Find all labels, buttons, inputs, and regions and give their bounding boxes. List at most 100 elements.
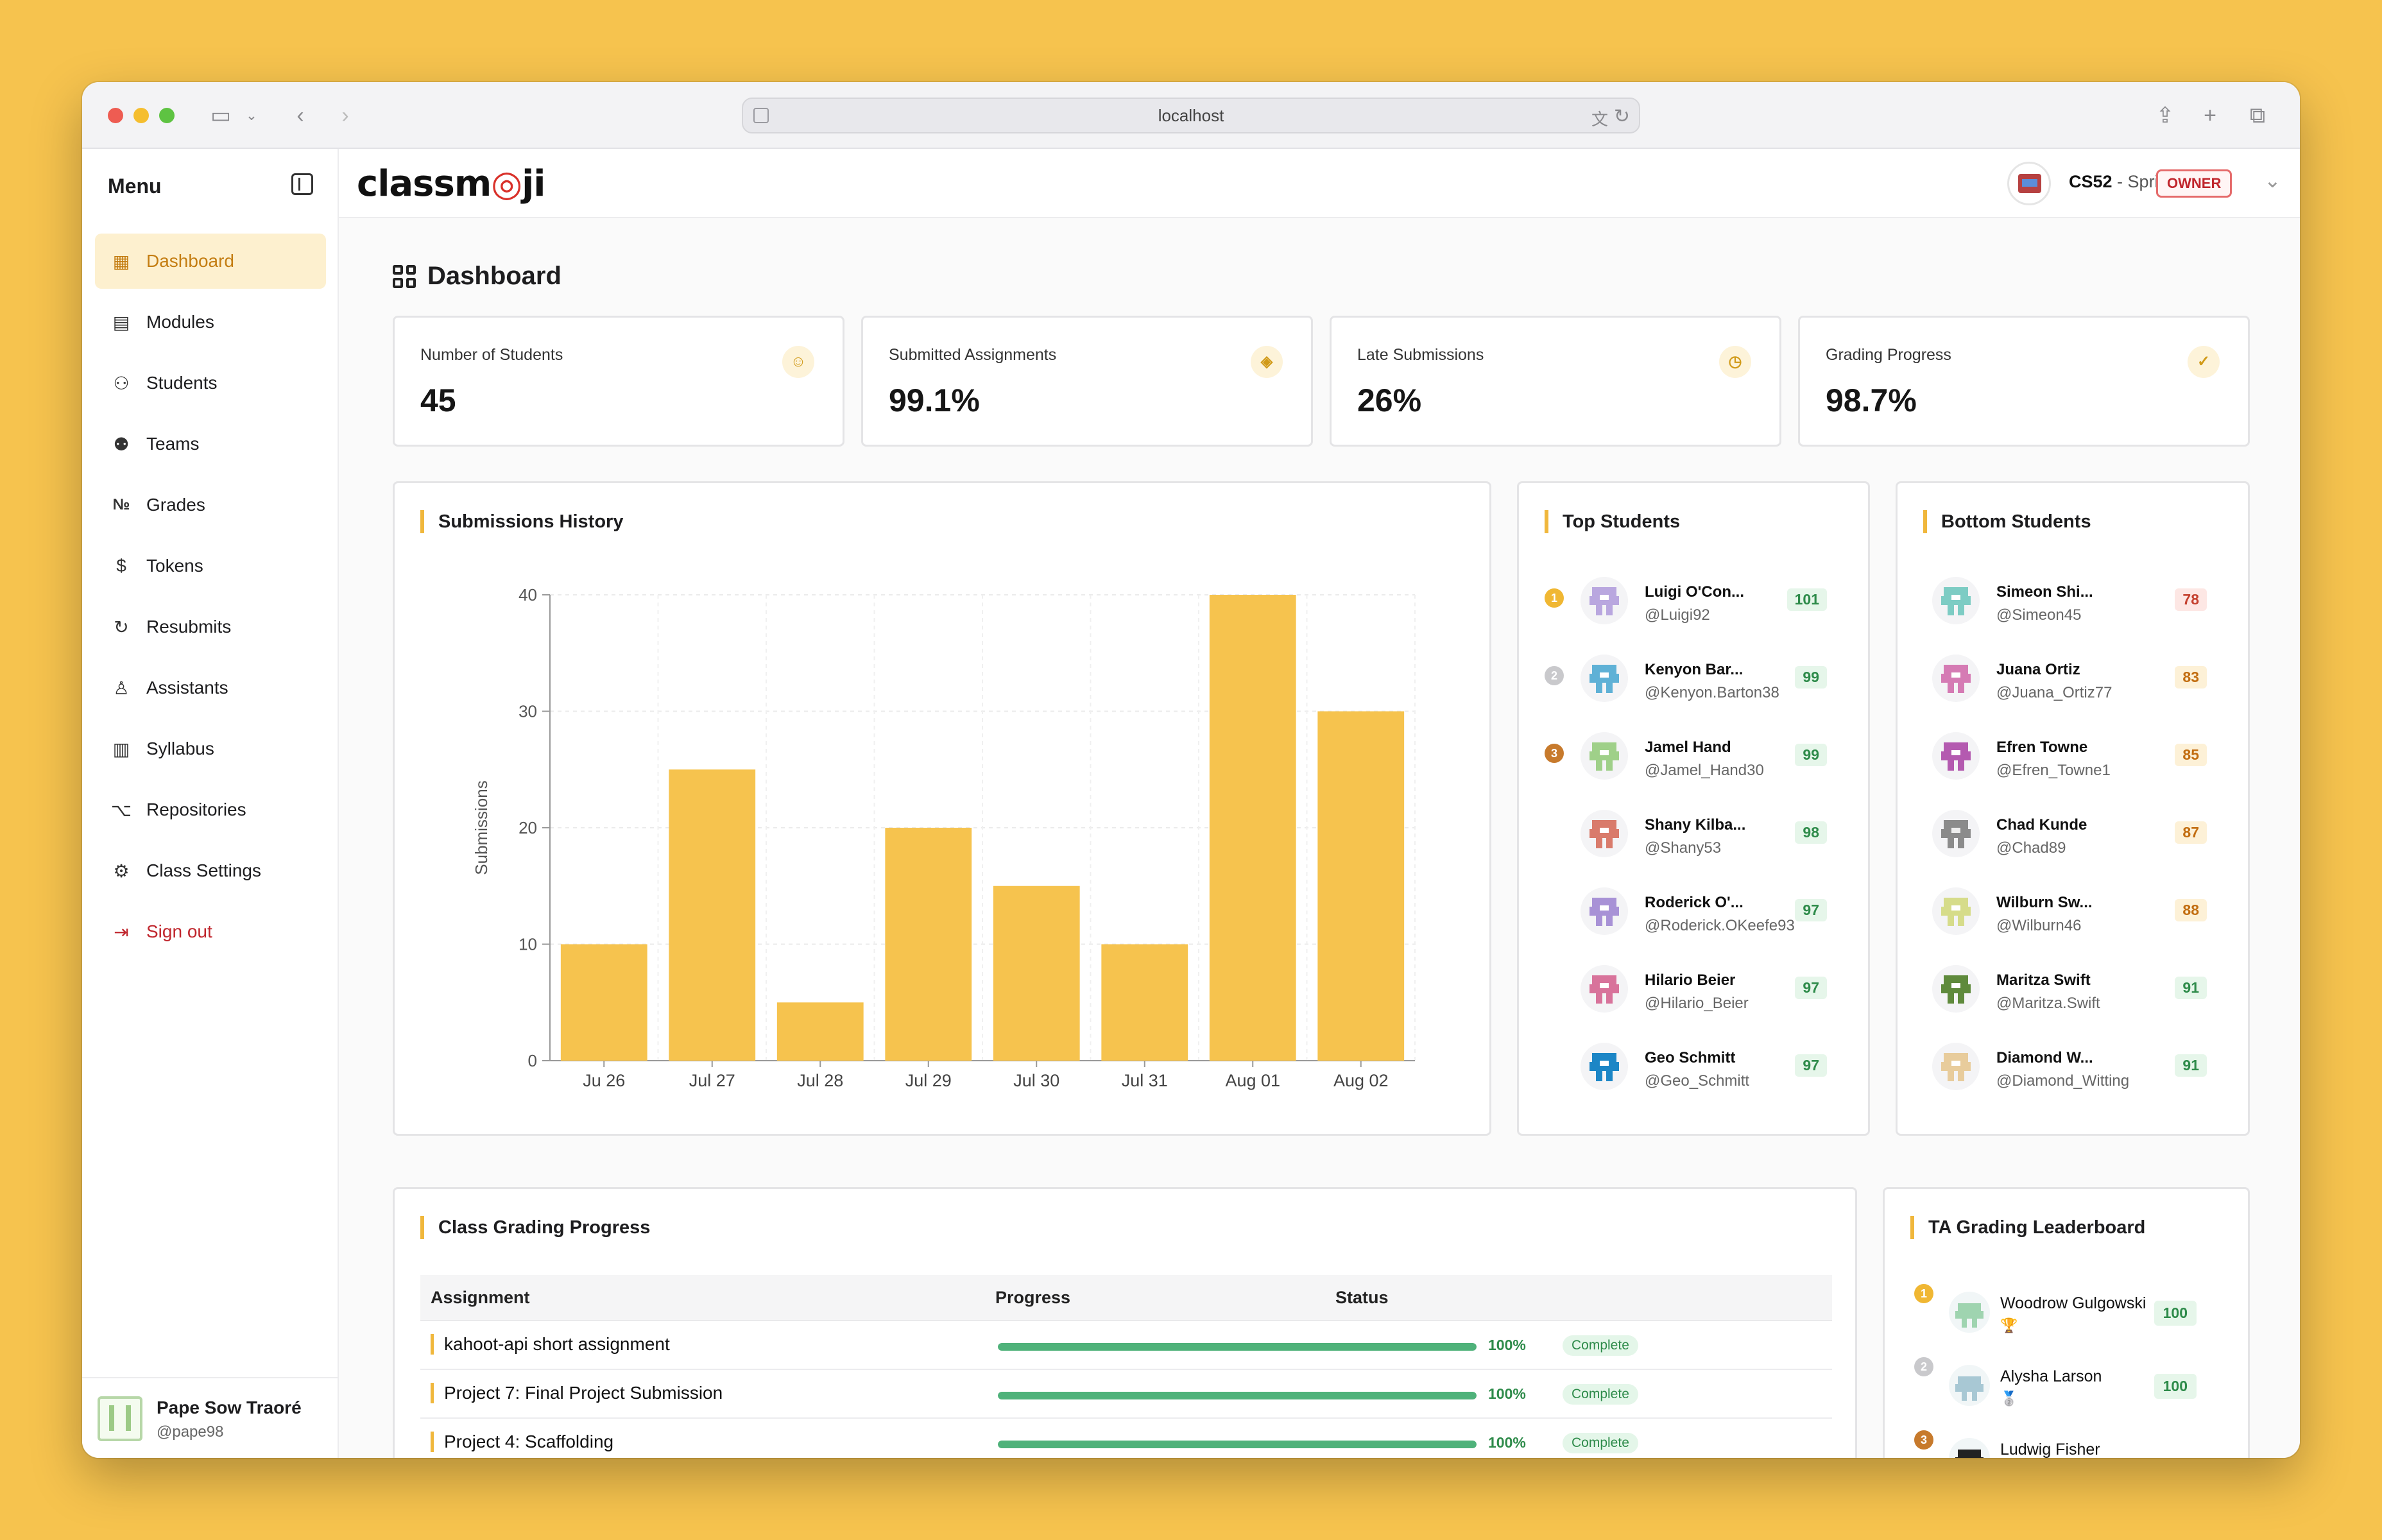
- student-row[interactable]: Efren Towne @Efren_Towne1 85: [1923, 722, 2222, 786]
- sidebar-item-label: Class Settings: [146, 860, 261, 880]
- sidebar-item-assistants[interactable]: ♙ Assistants: [95, 660, 326, 715]
- tab-overview-icon[interactable]: ⧉: [2249, 103, 2266, 128]
- numero-icon: №: [112, 496, 130, 513]
- forward-arrow-icon[interactable]: ›: [341, 103, 349, 128]
- sidebar-item-students[interactable]: ⚇ Students: [95, 355, 326, 411]
- collapse-sidebar-icon[interactable]: [291, 173, 313, 195]
- student-name: Juana Ortiz: [1996, 661, 2080, 678]
- avatar: [1932, 887, 1980, 935]
- zoom-window-button[interactable]: [159, 108, 175, 123]
- ta-row[interactable]: 1 Woodrow Gulgowski 🏆 100: [1910, 1279, 2222, 1351]
- student-row[interactable]: Diamond W... @Diamond_Witting 91: [1923, 1032, 2222, 1097]
- dollar-coin-icon: $: [116, 556, 126, 576]
- sidebar-item-class-settings[interactable]: ⚙ Class Settings: [95, 843, 326, 898]
- sidebar-toggle-icon[interactable]: ▭: [210, 103, 232, 128]
- avatar: [1932, 965, 1980, 1013]
- status-badge: Complete: [1563, 1384, 1638, 1405]
- student-handle: @Efren_Towne1: [1996, 762, 2111, 779]
- close-window-button[interactable]: [108, 108, 123, 123]
- student-handle: @Maritza.Swift: [1996, 995, 2100, 1012]
- app-logo[interactable]: classm◎ji: [357, 163, 545, 205]
- sidebar-item-modules[interactable]: ▤ Modules: [95, 295, 326, 350]
- sidebar-item-syllabus[interactable]: ▥ Syllabus: [95, 721, 326, 776]
- student-row[interactable]: Shany Kilba... @Shany53 98: [1545, 800, 1842, 864]
- translate-icon[interactable]: 文: [1591, 110, 1608, 129]
- bar-jul-30: [993, 886, 1080, 1061]
- student-row[interactable]: Chad Kunde @Chad89 87: [1923, 800, 2222, 864]
- student-name: Jamel Hand: [1645, 739, 1731, 756]
- student-row[interactable]: 3 Jamel Hand @Jamel_Hand30 99: [1545, 722, 1842, 786]
- x-tick-label: Jul 28: [797, 1071, 843, 1090]
- chevron-down-icon[interactable]: ⌄: [245, 107, 258, 123]
- student-row[interactable]: 1 Luigi O'Con... @Luigi92 101: [1545, 567, 1842, 631]
- class-avatar[interactable]: [2007, 162, 2051, 205]
- avatar: [1949, 1365, 1990, 1406]
- score-badge: 97: [1795, 977, 1827, 999]
- sidebar-item-label: Syllabus: [146, 739, 214, 758]
- share-icon[interactable]: ⇪: [2155, 103, 2175, 128]
- diamond-arrow-icon: ◈: [1251, 346, 1283, 378]
- y-tick-label: 30: [518, 702, 537, 721]
- avatar: [1932, 810, 1980, 857]
- y-axis-label: Submissions: [472, 780, 491, 875]
- student-name: Shany Kilba...: [1645, 816, 1746, 834]
- site-info-icon[interactable]: [753, 108, 769, 123]
- ta-row[interactable]: 3 Ludwig Fisher: [1910, 1425, 2222, 1458]
- user-handle: @pape98: [157, 1423, 224, 1441]
- bar-aug-02: [1317, 711, 1405, 1061]
- avatar: [1949, 1292, 1990, 1333]
- sidebar-item-sign-out[interactable]: ⇥ Sign out: [95, 904, 326, 959]
- sidebar-item-repositories[interactable]: ⌥ Repositories: [95, 782, 326, 837]
- progress-fill: [998, 1392, 1477, 1399]
- sidebar-item-tokens[interactable]: $ Tokens: [95, 538, 326, 594]
- back-arrow-icon[interactable]: ‹: [296, 103, 304, 128]
- student-row[interactable]: Roderick O'... @Roderick.OKeefe93 97: [1545, 877, 1842, 941]
- sidebar-item-label: Students: [146, 373, 218, 393]
- sidebar-item-grades[interactable]: № Grades: [95, 477, 326, 533]
- ta-row[interactable]: 2 Alysha Larson 🥈 100: [1910, 1352, 2222, 1424]
- student-row[interactable]: Maritza Swift @Maritza.Swift 91: [1923, 955, 2222, 1019]
- x-tick-label: Ju 26: [583, 1071, 625, 1090]
- new-tab-icon[interactable]: +: [2204, 103, 2216, 128]
- minimize-window-button[interactable]: [133, 108, 149, 123]
- avatar: [98, 1396, 142, 1441]
- student-row[interactable]: Geo Schmitt @Geo_Schmitt 97: [1545, 1032, 1842, 1097]
- student-row[interactable]: Hilario Beier @Hilario_Beier 97: [1545, 955, 1842, 1019]
- current-user[interactable]: Pape Sow Traoré @pape98: [82, 1377, 338, 1458]
- rank-badge: 2: [1545, 666, 1564, 685]
- reload-icon[interactable]: ↻: [1613, 106, 1630, 127]
- submissions-history-card: Submissions History 0 10 20 30 40 Submissions…: [393, 481, 1491, 1136]
- sidebar-item-resubmits[interactable]: ↻ Resubmits: [95, 599, 326, 654]
- bar-jul-27: [669, 769, 756, 1061]
- student-row[interactable]: Simeon Shi... @Simeon45 78: [1923, 567, 2222, 631]
- student-handle: @Juana_Ortiz77: [1996, 684, 2112, 701]
- address-bar[interactable]: localhost 文 ↻: [742, 98, 1640, 133]
- stat-label: Number of Students: [420, 346, 563, 364]
- table-row[interactable]: Project 4: Scaffolding 100% Complete: [420, 1419, 1832, 1458]
- table-row[interactable]: Project 7: Final Project Submission 100%…: [420, 1370, 1832, 1419]
- student-handle: @Jamel_Hand30: [1645, 762, 1764, 779]
- refresh-search-icon: ↻: [114, 617, 129, 637]
- ta-score: 100: [2154, 1374, 2197, 1399]
- student-name: Luigi O'Con...: [1645, 583, 1745, 601]
- chevron-down-icon[interactable]: ⌄: [2264, 169, 2281, 192]
- progress-bar: [998, 1343, 1477, 1351]
- progress-bar: [998, 1441, 1477, 1448]
- student-handle: @Luigi92: [1645, 606, 1710, 624]
- sidebar-item-label: Assistants: [146, 678, 228, 697]
- url-text[interactable]: localhost: [1158, 106, 1224, 125]
- submissions-chart: 0 10 20 30 40 Submissions Ju 26 Jul 27 Jul 28 Jul…: [472, 585, 1416, 1090]
- table-row[interactable]: kahoot-api short assignment 100% Complet…: [420, 1321, 1832, 1370]
- section-title: Top Students: [1545, 510, 1680, 533]
- student-row[interactable]: Wilburn Sw... @Wilburn46 88: [1923, 877, 2222, 941]
- avatar: [1581, 577, 1628, 624]
- student-row[interactable]: Juana Ortiz @Juana_Ortiz77 83: [1923, 644, 2222, 708]
- clock-icon: ◷: [1719, 346, 1751, 378]
- student-row[interactable]: 2 Kenyon Bar... @Kenyon.Barton38 99: [1545, 644, 1842, 708]
- sidebar-item-dashboard[interactable]: ▦ Dashboard: [95, 234, 326, 289]
- x-tick-label: Jul 30: [1013, 1071, 1059, 1090]
- bar-jul-29: [885, 828, 972, 1061]
- sidebar-item-teams[interactable]: ⚉ Teams: [95, 416, 326, 472]
- rank-badge: 1: [1545, 588, 1564, 608]
- bar-aug-01: [1209, 595, 1296, 1061]
